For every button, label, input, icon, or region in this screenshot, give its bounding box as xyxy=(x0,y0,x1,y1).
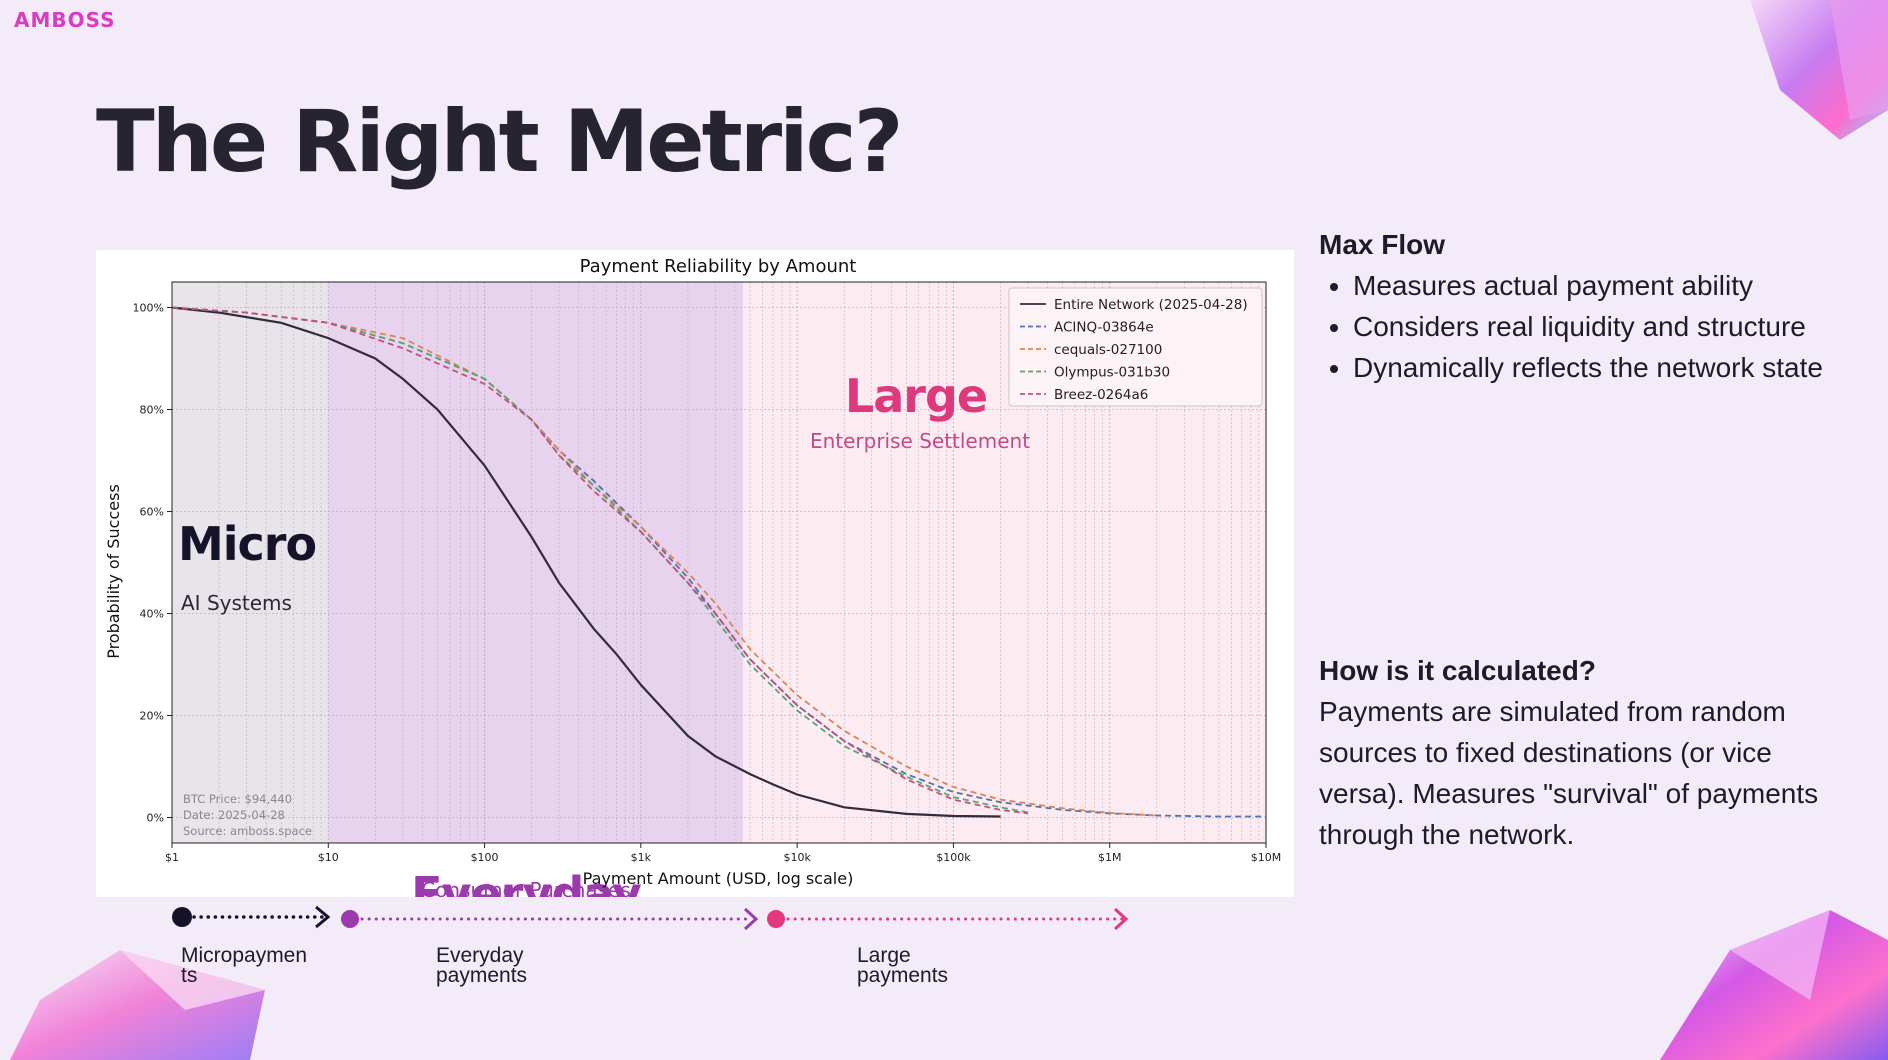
source-annotation: Date: 2025-04-28 xyxy=(183,808,285,822)
bullet-item: Dynamically reflects the network state xyxy=(1353,347,1839,388)
region-sublabel-large: Enterprise Settlement xyxy=(810,429,1030,453)
legend-entry: Entire Network (2025-04-28) xyxy=(1054,297,1248,313)
y-tick-label: 80% xyxy=(140,404,164,417)
series-line-breez-0264a6 xyxy=(171,306,1029,815)
timeline-arrows xyxy=(172,905,1129,931)
brand-logo[interactable]: AMBOSS xyxy=(14,8,116,32)
source-annotation: BTC Price: $94,440 xyxy=(183,792,292,806)
legend-entry: Breez-0264a6 xyxy=(1054,387,1148,403)
y-tick-label: 60% xyxy=(140,506,164,519)
x-axis-label: Payment Amount (USD, log scale) xyxy=(583,869,854,888)
x-tick-label: $10M xyxy=(1251,851,1282,864)
legend-entry: cequals-027100 xyxy=(1054,342,1162,358)
series-line-olympus-031b30 xyxy=(171,306,1029,814)
y-axis-label: Probability of Success xyxy=(104,484,123,659)
series-line-entire-network-2025-04-28- xyxy=(171,306,1001,818)
x-tick-label: $10 xyxy=(318,851,339,864)
chart-card: Micro AI Systems Everyday Consumer Purchase… xyxy=(96,250,1294,897)
legend-entry: Olympus-031b30 xyxy=(1054,365,1170,381)
max-flow-section: Max Flow Measures actual payment ability… xyxy=(1319,224,1839,388)
region-sublabel-everyday: Consumer Purchases xyxy=(421,878,631,897)
max-flow-heading: Max Flow xyxy=(1319,229,1446,260)
everyday-dot xyxy=(341,910,359,928)
region-label-micro: Micro xyxy=(178,517,316,571)
legend-entry: ACINQ-03864e xyxy=(1054,320,1154,336)
prism-decoration-bottom-right xyxy=(1660,910,1888,1060)
arrow-right-icon xyxy=(743,907,759,931)
prism-decoration-bottom-left xyxy=(10,950,265,1060)
y-tick-label: 20% xyxy=(140,710,164,723)
series-line-cequals-027100 xyxy=(171,306,1157,817)
prism-decoration-top-right xyxy=(1750,0,1888,140)
x-tick-label: $1k xyxy=(631,851,652,864)
region-band-everyday xyxy=(328,282,743,843)
legend-box xyxy=(1008,287,1263,407)
y-tick-label: 0% xyxy=(147,812,164,825)
y-tick-label: 40% xyxy=(140,608,164,621)
x-tick-label: $10k xyxy=(783,851,811,864)
large-dot xyxy=(767,910,785,928)
calculation-section: How is it calculated? Payments are simul… xyxy=(1319,650,1839,855)
bullet-item: Considers real liquidity and structure xyxy=(1353,306,1839,347)
x-tick-label: $1 xyxy=(165,851,179,864)
arrow-right-icon xyxy=(1113,907,1129,931)
timeline-label-large: Large payments xyxy=(857,944,949,987)
plot-frame xyxy=(171,281,1267,844)
max-flow-bullets: Measures actual payment ability Consider… xyxy=(1319,265,1839,388)
y-tick-label: 100% xyxy=(133,302,164,315)
x-tick-label: $100k xyxy=(936,851,971,864)
bullet-item: Measures actual payment ability xyxy=(1353,265,1839,306)
region-sublabel-micro: AI Systems xyxy=(181,591,292,615)
timeline-label-everyday: Everyday payments xyxy=(436,944,528,987)
x-tick-label: $100 xyxy=(471,851,499,864)
chart-title: Payment Reliability by Amount xyxy=(580,256,857,277)
region-label-large: Large xyxy=(845,369,987,423)
region-band-micro xyxy=(172,282,329,843)
arrow-right-icon xyxy=(315,905,331,929)
slide-title: The Right Metric? xyxy=(96,92,903,192)
timeline-label-micropayments: Micropaymen ts xyxy=(181,944,308,987)
calculation-heading: How is it calculated? xyxy=(1319,655,1596,686)
micro-dot xyxy=(172,907,192,927)
payment-size-timeline: Micropaymen ts Everyday payments Large p… xyxy=(160,890,1160,1030)
calculation-body: Payments are simulated from random sourc… xyxy=(1319,696,1819,850)
region-label-everyday: Everyday xyxy=(411,867,642,897)
x-tick-label: $1M xyxy=(1098,851,1122,864)
source-annotation: Source: amboss.space xyxy=(183,824,312,838)
